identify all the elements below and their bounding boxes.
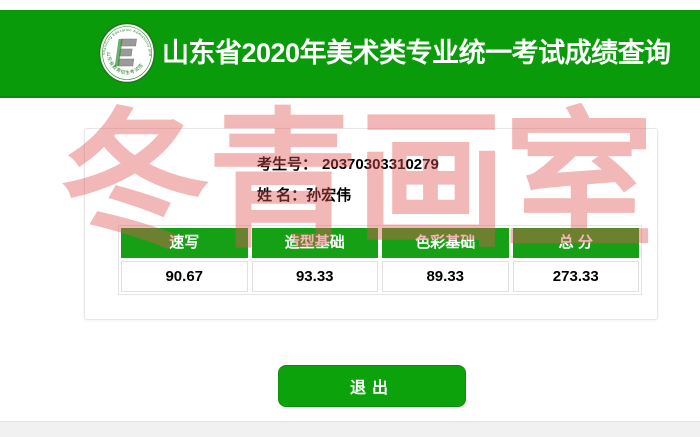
content-area: 考生号： 20370303310279 姓 名：孙宏伟 速写 造型基础 色彩基础 … bbox=[0, 98, 700, 419]
score-header-modeling: 造型基础 bbox=[251, 228, 378, 258]
candidate-id-value: 20370303310279 bbox=[322, 156, 439, 173]
page-title: 山东省2020年美术类专业统一考试成绩查询 bbox=[162, 37, 671, 68]
logo-monogram-e bbox=[114, 38, 137, 67]
score-result-card: 考生号： 20370303310279 姓 名：孙宏伟 速写 造型基础 色彩基础 … bbox=[84, 128, 658, 320]
exit-button[interactable]: 退出 bbox=[278, 365, 466, 407]
score-value-total: 273.33 bbox=[512, 261, 639, 292]
footer-strip bbox=[0, 421, 700, 437]
score-header-color: 色彩基础 bbox=[382, 228, 509, 258]
score-table: 速写 造型基础 色彩基础 总 分 90.67 93.33 89.33 273.3… bbox=[118, 225, 642, 295]
score-value-modeling: 93.33 bbox=[251, 261, 378, 292]
score-value-color: 89.33 bbox=[382, 261, 509, 292]
page-header: Shandong Education Admissions and Examin… bbox=[0, 10, 700, 98]
candidate-name-value: 孙宏伟 bbox=[306, 187, 352, 204]
score-header-total: 总 分 bbox=[512, 228, 639, 258]
candidate-name-row: 姓 名：孙宏伟 bbox=[257, 186, 657, 217]
student-info-block: 考生号： 20370303310279 姓 名：孙宏伟 bbox=[85, 129, 657, 217]
score-header-sketch: 速写 bbox=[121, 228, 248, 258]
exam-authority-logo-icon: Shandong Education Admissions and Examin… bbox=[98, 22, 156, 84]
score-value-sketch: 90.67 bbox=[121, 261, 248, 292]
top-white-strip bbox=[0, 0, 700, 10]
candidate-id-label: 考生号： bbox=[257, 156, 318, 173]
candidate-name-label: 姓 名： bbox=[257, 187, 307, 204]
candidate-id-row: 考生号： 20370303310279 bbox=[257, 155, 657, 186]
